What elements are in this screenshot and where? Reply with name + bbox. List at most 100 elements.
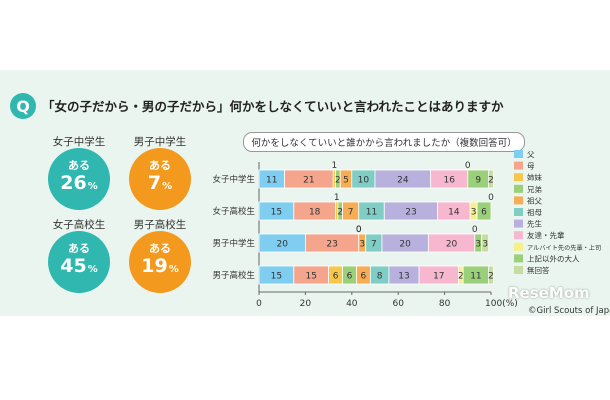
legend-swatch xyxy=(514,219,523,228)
bar-value-label: 3 xyxy=(471,208,477,218)
bar-value-label: 2 xyxy=(335,176,341,186)
stat-unit: % xyxy=(162,181,173,192)
legend-swatch xyxy=(514,184,523,193)
bar-value-label: 8 xyxy=(377,272,383,282)
bar-value-label: 6 xyxy=(361,272,367,282)
stat-label-hs-girls: 女子高校生 xyxy=(52,219,106,231)
legend-label: 先生 xyxy=(527,219,542,229)
stat-prefix: ある xyxy=(68,159,90,172)
category-label: 女子高校生 xyxy=(212,206,255,217)
bar-value-label: 2 xyxy=(488,176,494,186)
bar-value-label: 23 xyxy=(326,240,337,250)
bar-value-label: 15 xyxy=(271,208,282,218)
bar-value-label: 0 xyxy=(356,225,362,235)
bar-value-label: 21 xyxy=(303,176,314,186)
bar-value-label: 3 xyxy=(359,240,365,250)
legend-label: 兄弟 xyxy=(527,184,542,194)
legend-label: 姉妹 xyxy=(527,172,542,182)
bar-value-label: 20 xyxy=(276,240,288,250)
stat-circle-jh-boys: ある 7% xyxy=(129,148,191,210)
watermark-logo: ReseMom xyxy=(508,284,590,302)
bar-value-label: 20 xyxy=(446,240,458,250)
bar-value-label: 15 xyxy=(305,272,316,282)
stat-prefix: ある xyxy=(149,159,171,172)
chart-title: 何かをしなくていいと誰かから言われましたか（複数回答可） xyxy=(243,132,525,152)
legend-swatch xyxy=(514,254,523,263)
bar-value-label: 10 xyxy=(358,176,370,186)
bar-value-label: 7 xyxy=(348,208,354,218)
stat-unit: % xyxy=(168,264,179,275)
legend-label: 父 xyxy=(527,150,535,159)
stat-prefix: ある xyxy=(68,242,90,255)
stat-value: 19 xyxy=(141,255,168,277)
legend-label: 母 xyxy=(527,162,535,171)
stat-label-jh-boys: 男子中学生 xyxy=(133,136,187,148)
stat-circle-hs-girls: ある 45% xyxy=(48,231,110,293)
legend-swatch xyxy=(514,231,523,240)
legend-label: 祖母 xyxy=(527,207,542,217)
x-tick-label: 80 xyxy=(439,299,451,309)
legend-swatch xyxy=(514,242,523,251)
category-label: 男子中学生 xyxy=(212,238,255,249)
question-badge: Q xyxy=(10,93,36,119)
bar-value-label: 3 xyxy=(482,240,488,250)
x-tick-label: 40 xyxy=(346,299,358,309)
category-label: 男子高校生 xyxy=(212,270,255,281)
bar-value-label: 6 xyxy=(333,272,339,282)
bar-value-label: 1 xyxy=(334,193,340,203)
stat-unit: % xyxy=(87,264,98,275)
bar-value-label: 24 xyxy=(397,176,409,186)
bar-value-label: 6 xyxy=(347,272,353,282)
stat-circle-jh-girls: ある 26% xyxy=(48,148,110,210)
bar-value-label: 2 xyxy=(488,272,494,282)
bar-value-label: 3 xyxy=(475,240,481,250)
x-tick-label: 0 xyxy=(256,299,262,309)
legend-label: 無回答 xyxy=(527,265,550,275)
bar-value-label: 13 xyxy=(398,272,409,282)
bar-segment xyxy=(488,169,494,189)
bar-value-label: 0 xyxy=(488,193,494,203)
bar-value-label: 11 xyxy=(266,176,277,186)
stat-value: 7 xyxy=(147,172,162,194)
stat-unit: % xyxy=(87,181,98,192)
x-tick-label: 20 xyxy=(300,299,312,309)
bar-value-label: 18 xyxy=(309,208,321,218)
bar-value-label: 15 xyxy=(271,272,282,282)
stat-value: 45 xyxy=(60,255,87,277)
question-text: 「女の子だから・男の子だから」何かをしなくていいと言われたことはありますか xyxy=(42,99,504,114)
stat-label-jh-girls: 女子中学生 xyxy=(52,136,106,148)
x-tick-label: 100(%) xyxy=(485,299,518,309)
bar-value-label: 0 xyxy=(356,225,362,235)
stat-prefix: ある xyxy=(149,242,171,255)
legend-swatch xyxy=(514,196,523,205)
bar-value-label: 14 xyxy=(448,208,460,218)
bar-value-label: 20 xyxy=(399,240,411,250)
bar-value-label: 17 xyxy=(433,272,444,282)
legend-swatch xyxy=(514,208,523,216)
bar-segment xyxy=(488,265,494,285)
bar-segment xyxy=(476,201,492,221)
bar-value-label: 1 xyxy=(332,161,338,171)
legend-label: 祖父 xyxy=(527,195,542,205)
legend-label: 上記以外の大人 xyxy=(527,253,580,263)
stat-label-hs-boys: 男子高校生 xyxy=(133,219,187,231)
stat-circle-hs-boys: ある 19% xyxy=(129,231,191,293)
bar-value-label: 11 xyxy=(366,208,377,218)
x-tick-label: 60 xyxy=(392,299,404,309)
bar-value-label: 2 xyxy=(458,272,464,282)
bar-value-label: 5 xyxy=(343,176,349,186)
legend-swatch xyxy=(514,161,523,170)
bar-value-label: 9 xyxy=(475,176,481,186)
bar-value-label: 11 xyxy=(470,272,481,282)
bar-value-label: 16 xyxy=(444,176,456,186)
legend-label: 友達・先輩 xyxy=(527,230,565,240)
legend-swatch xyxy=(514,150,523,158)
stat-value: 26 xyxy=(60,172,87,194)
legend-swatch xyxy=(514,266,523,274)
bar-value-label: 2 xyxy=(337,208,343,218)
legend-label: アルバイト先の先輩・上司 xyxy=(527,244,601,252)
bar-value-label: 7 xyxy=(371,240,377,250)
category-label: 女子中学生 xyxy=(212,174,255,185)
copyright-credit: ©Girl Scouts of Japan xyxy=(528,306,610,316)
